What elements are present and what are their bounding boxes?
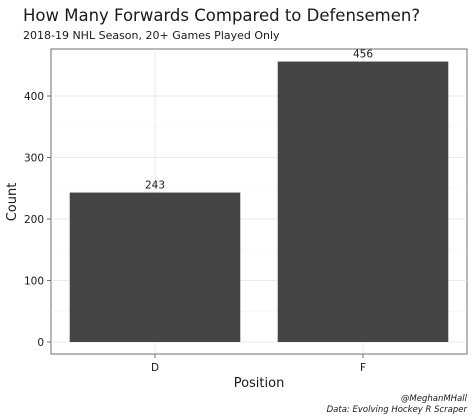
chart-subtitle: 2018-19 NHL Season, 20+ Games Played Onl… [23, 29, 280, 42]
y-axis-ticks: 0 100 200 300 400 [24, 91, 51, 349]
y-tick-label: 400 [24, 91, 44, 103]
caption-author: @MeghanMHall [400, 394, 467, 404]
caption-source: Data: Evolving Hockey R Scraper [326, 405, 467, 415]
bars [69, 61, 449, 343]
data-label-D: 243 [145, 180, 165, 192]
y-axis-title: Count [5, 183, 20, 222]
y-tick-label: 0 [37, 337, 44, 349]
x-axis-title: Position [234, 376, 285, 391]
plot-panel [50, 48, 468, 355]
y-tick-label: 300 [24, 153, 44, 165]
data-label-F: 456 [353, 49, 373, 61]
bar-D [69, 192, 241, 342]
y-tick-label: 200 [24, 214, 44, 226]
y-tick-label: 100 [24, 276, 44, 288]
x-tick-label-D: D [151, 362, 159, 374]
chart-title: How Many Forwards Compared to Defensemen… [23, 6, 421, 25]
x-tick-label-F: F [360, 362, 366, 374]
bar-data-labels: 243 456 [145, 49, 373, 192]
bar-F [277, 61, 449, 343]
